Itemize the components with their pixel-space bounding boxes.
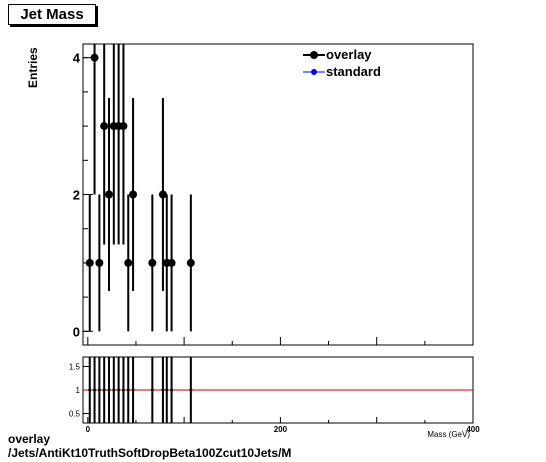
ratio-point	[93, 388, 97, 392]
y-axis-label: Entries	[26, 47, 40, 88]
ratio-point	[117, 388, 121, 392]
x-tick-label: 200	[274, 425, 288, 434]
data-point	[124, 258, 133, 267]
y-tick-label: 2	[73, 188, 80, 203]
y-tick-label: 4	[73, 51, 81, 66]
data-point	[167, 258, 176, 267]
ratio-point	[121, 388, 125, 392]
ratio-point	[131, 388, 135, 392]
ratio-y-tick-label: 0.5	[69, 410, 81, 419]
main-plot-layer: 0 2 4	[73, 44, 474, 345]
data-point	[148, 258, 157, 267]
data-point	[90, 53, 99, 62]
ratio-point	[97, 388, 101, 392]
data-point	[158, 190, 167, 199]
data-point	[119, 122, 128, 131]
ratio-point	[112, 388, 116, 392]
x-tick-label: 400	[466, 425, 480, 434]
ratio-point	[161, 388, 165, 392]
data-point	[100, 122, 109, 131]
ratio-point	[102, 388, 106, 392]
legend-standard-marker	[311, 69, 317, 75]
legend-overlay-label: overlay	[326, 47, 372, 62]
x-tick-label: 0	[86, 425, 91, 434]
y-tick-label: 0	[73, 324, 80, 339]
footer-line-1: overlay	[8, 432, 51, 446]
legend	[303, 51, 325, 75]
data-point	[85, 258, 94, 267]
ratio-y-tick-label: 1.5	[69, 362, 81, 371]
footer-line-2: /Jets/AntiKt10TruthSoftDropBeta100Zcut10…	[8, 446, 292, 460]
ratio-point	[88, 388, 92, 392]
legend-standard-label: standard	[326, 64, 381, 79]
ratio-point	[165, 388, 169, 392]
ratio-point	[150, 388, 154, 392]
ratio-plot-layer: 0.5 1 1.5 0 200 400	[69, 357, 480, 434]
ratio-point	[126, 388, 130, 392]
x-axis-label: Mass (GeV)	[427, 430, 470, 439]
ratio-y-tick-label: 1	[76, 386, 81, 395]
data-point	[95, 258, 104, 267]
ratio-point	[170, 388, 174, 392]
data-point	[129, 190, 138, 199]
ratio-point	[189, 388, 193, 392]
ratio-point	[107, 388, 111, 392]
legend-overlay-marker	[310, 51, 318, 59]
main-plot-frame	[82, 43, 474, 346]
data-point	[105, 190, 113, 199]
data-point	[186, 258, 195, 267]
chart-title: Jet Mass	[8, 4, 96, 25]
